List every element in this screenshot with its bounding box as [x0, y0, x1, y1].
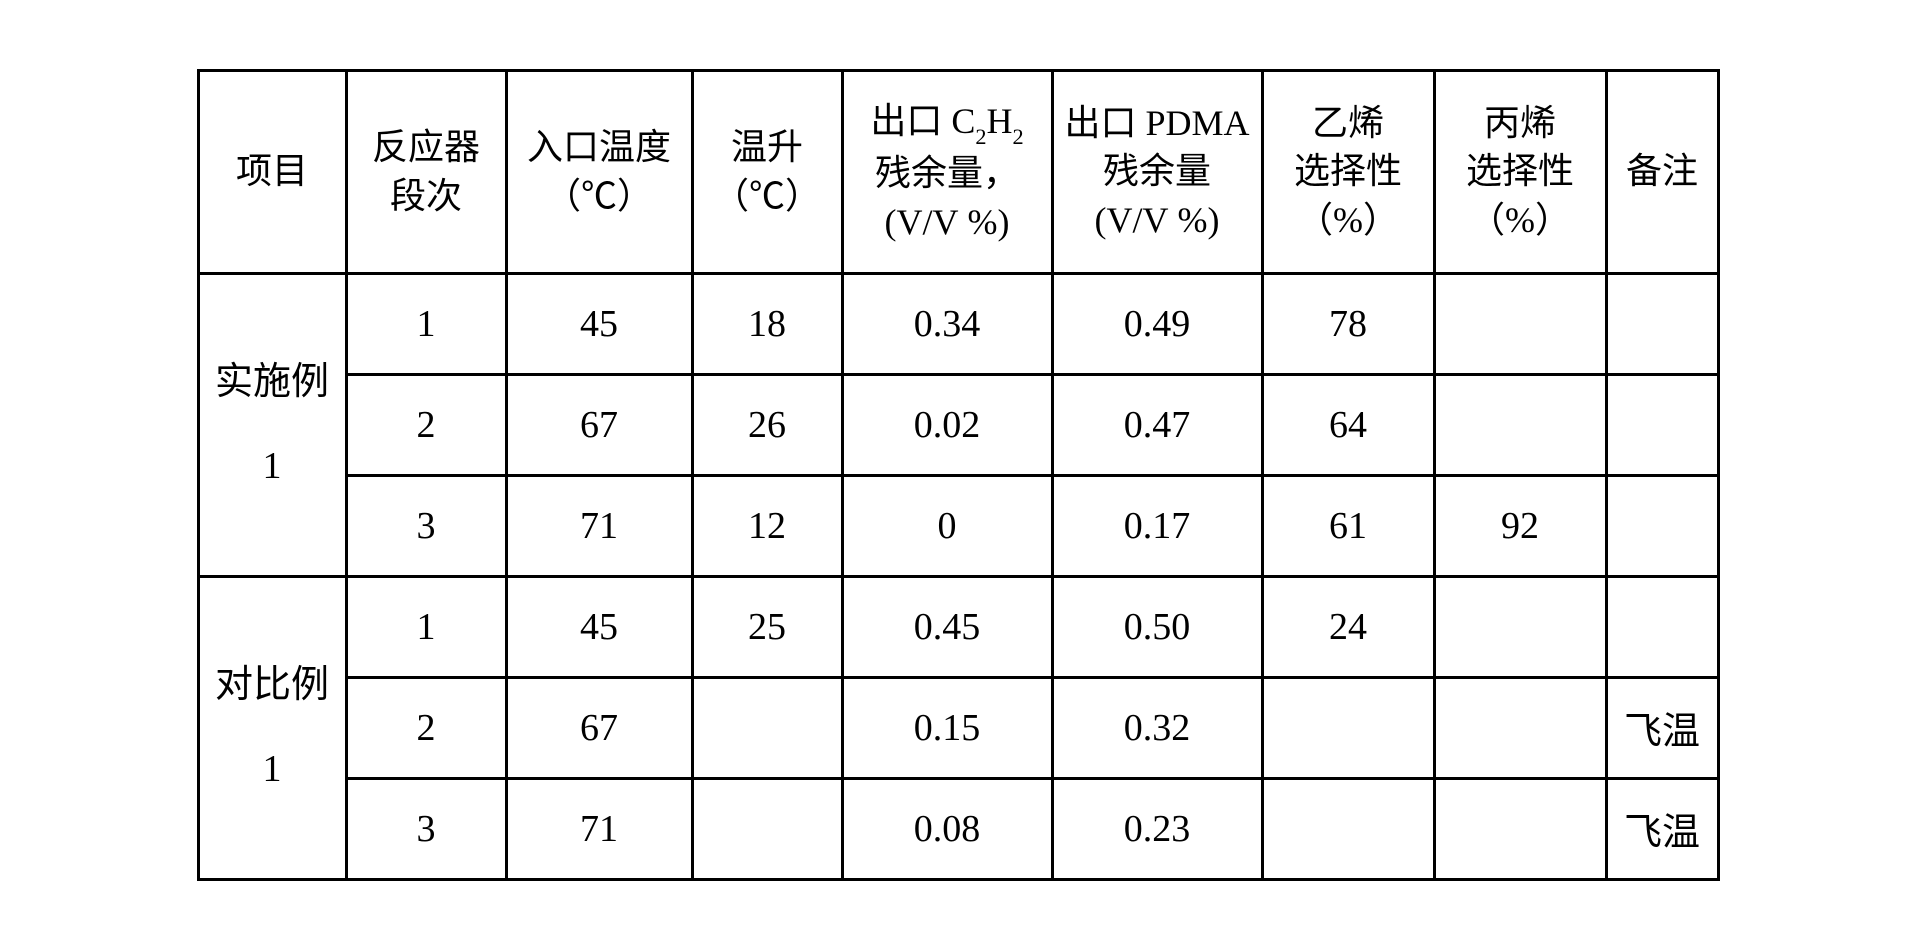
cell-propylene	[1434, 677, 1606, 778]
table-header: 项目 反应器段次 入口温度（℃） 温升（℃） 出口 C2H2残余量，(V/V %…	[198, 70, 1718, 273]
cell-inlet-temp: 71	[506, 475, 692, 576]
cell-inlet-temp: 45	[506, 273, 692, 374]
hdr-c2h2: 出口 C2H2残余量，(V/V %)	[842, 70, 1052, 273]
hdr-pdma: 出口 PDMA残余量(V/V %)	[1052, 70, 1262, 273]
cell-ethylene: 24	[1262, 576, 1434, 677]
hdr-text: 备注	[1608, 147, 1717, 196]
hdr-text: （%）	[1436, 196, 1605, 245]
cell-temp-rise: 26	[692, 374, 842, 475]
cell-note	[1606, 273, 1718, 374]
hdr-text: (V/V %)	[1054, 196, 1261, 245]
table-row: 对比例1 1 45 25 0.45 0.50 24	[198, 576, 1718, 677]
cell-c2h2: 0.15	[842, 677, 1052, 778]
cell-propylene	[1434, 778, 1606, 879]
cell-propylene	[1434, 374, 1606, 475]
table-row: 2 67 0.15 0.32 飞温	[198, 677, 1718, 778]
results-table: 项目 反应器段次 入口温度（℃） 温升（℃） 出口 C2H2残余量，(V/V %…	[197, 69, 1720, 881]
cell-propylene: 92	[1434, 475, 1606, 576]
hdr-ethylene: 乙烯选择性（%）	[1262, 70, 1434, 273]
cell-ethylene	[1262, 778, 1434, 879]
hdr-text: 选择性	[1264, 147, 1433, 196]
header-row: 项目 反应器段次 入口温度（℃） 温升（℃） 出口 C2H2残余量，(V/V %…	[198, 70, 1718, 273]
hdr-text: 入口温度	[508, 123, 691, 172]
hdr-text: （℃）	[694, 172, 841, 221]
cell-c2h2: 0.08	[842, 778, 1052, 879]
hdr-temp-rise: 温升（℃）	[692, 70, 842, 273]
cell-ethylene: 61	[1262, 475, 1434, 576]
cell-segment: 1	[346, 273, 506, 374]
table-body: 实施例1 1 45 18 0.34 0.49 78 2 67 26 0.02 0…	[198, 273, 1718, 879]
cell-pdma: 0.32	[1052, 677, 1262, 778]
group-label: 对比例1	[198, 576, 346, 879]
cell-segment: 2	[346, 677, 506, 778]
cell-c2h2: 0.02	[842, 374, 1052, 475]
hdr-inlet-temp: 入口温度（℃）	[506, 70, 692, 273]
table-row: 实施例1 1 45 18 0.34 0.49 78	[198, 273, 1718, 374]
cell-pdma: 0.17	[1052, 475, 1262, 576]
hdr-text: （%）	[1264, 196, 1433, 245]
cell-segment: 3	[346, 475, 506, 576]
cell-ethylene: 64	[1262, 374, 1434, 475]
hdr-text: （℃）	[508, 172, 691, 221]
cell-c2h2: 0.45	[842, 576, 1052, 677]
hdr-text: 项目	[200, 147, 345, 196]
grp-text: 1	[200, 425, 345, 509]
hdr-project: 项目	[198, 70, 346, 273]
cell-propylene	[1434, 273, 1606, 374]
cell-note	[1606, 475, 1718, 576]
grp-text: 对比例	[200, 644, 345, 728]
cell-ethylene: 78	[1262, 273, 1434, 374]
hdr-text: (V/V %)	[844, 198, 1051, 247]
cell-pdma: 0.49	[1052, 273, 1262, 374]
cell-inlet-temp: 67	[506, 374, 692, 475]
cell-pdma: 0.50	[1052, 576, 1262, 677]
grp-text: 1	[200, 728, 345, 812]
cell-temp-rise: 12	[692, 475, 842, 576]
cell-segment: 1	[346, 576, 506, 677]
hdr-note: 备注	[1606, 70, 1718, 273]
hdr-text: 残余量，	[844, 149, 1051, 198]
hdr-text: 乙烯	[1264, 99, 1433, 148]
hdr-text: 段次	[348, 172, 505, 221]
cell-propylene	[1434, 576, 1606, 677]
cell-inlet-temp: 67	[506, 677, 692, 778]
cell-inlet-temp: 45	[506, 576, 692, 677]
cell-temp-rise: 18	[692, 273, 842, 374]
cell-c2h2: 0.34	[842, 273, 1052, 374]
cell-temp-rise	[692, 778, 842, 879]
table-row: 3 71 12 0 0.17 61 92	[198, 475, 1718, 576]
hdr-text: 丙烯	[1436, 99, 1605, 148]
hdr-text: 反应器	[348, 123, 505, 172]
hdr-text: 残余量	[1054, 147, 1261, 196]
cell-temp-rise: 25	[692, 576, 842, 677]
cell-note: 飞温	[1606, 778, 1718, 879]
cell-segment: 3	[346, 778, 506, 879]
cell-note: 飞温	[1606, 677, 1718, 778]
cell-inlet-temp: 71	[506, 778, 692, 879]
hdr-text: 出口 C2H2	[844, 97, 1051, 149]
hdr-text: 温升	[694, 123, 841, 172]
cell-ethylene	[1262, 677, 1434, 778]
group-label: 实施例1	[198, 273, 346, 576]
hdr-propylene: 丙烯选择性（%）	[1434, 70, 1606, 273]
hdr-text: 选择性	[1436, 147, 1605, 196]
cell-pdma: 0.23	[1052, 778, 1262, 879]
cell-c2h2: 0	[842, 475, 1052, 576]
hdr-text: 出口 PDMA	[1054, 99, 1261, 148]
cell-temp-rise	[692, 677, 842, 778]
grp-text: 实施例	[200, 341, 345, 425]
table-row: 2 67 26 0.02 0.47 64	[198, 374, 1718, 475]
cell-note	[1606, 576, 1718, 677]
hdr-segment: 反应器段次	[346, 70, 506, 273]
cell-pdma: 0.47	[1052, 374, 1262, 475]
cell-segment: 2	[346, 374, 506, 475]
cell-note	[1606, 374, 1718, 475]
table-row: 3 71 0.08 0.23 飞温	[198, 778, 1718, 879]
